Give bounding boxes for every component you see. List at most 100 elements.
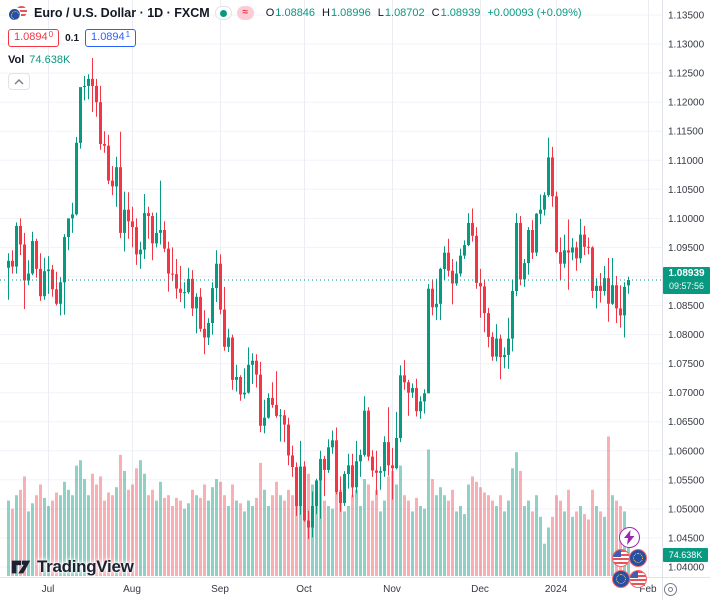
candle[interactable] xyxy=(347,453,350,489)
volume-bar[interactable] xyxy=(31,503,34,576)
candle[interactable] xyxy=(207,318,210,345)
volume-bar[interactable] xyxy=(147,495,150,576)
candle[interactable] xyxy=(547,137,550,197)
volume-bar[interactable] xyxy=(535,495,538,576)
volume-bar[interactable] xyxy=(95,484,98,577)
candle[interactable] xyxy=(203,310,206,355)
volume-bar[interactable] xyxy=(211,487,214,576)
candle[interactable] xyxy=(515,213,518,297)
volume-bar[interactable] xyxy=(103,500,106,576)
candle[interactable] xyxy=(387,407,390,476)
volume-bar[interactable] xyxy=(291,495,294,576)
volume-bar[interactable] xyxy=(435,495,438,576)
candle[interactable] xyxy=(339,476,342,512)
volume-bar[interactable] xyxy=(471,476,474,576)
candle[interactable] xyxy=(559,237,562,281)
volume-bar[interactable] xyxy=(23,476,26,576)
volume-bar[interactable] xyxy=(551,516,554,576)
candle[interactable] xyxy=(415,378,418,417)
candle[interactable] xyxy=(471,208,474,242)
ask-price-button[interactable]: 1.0894 1 xyxy=(85,29,137,47)
volume-bar[interactable] xyxy=(115,487,118,576)
candle[interactable] xyxy=(267,393,270,419)
candle[interactable] xyxy=(15,222,18,274)
volume-bar[interactable] xyxy=(223,495,226,576)
candle[interactable] xyxy=(563,234,566,268)
volume-bar[interactable] xyxy=(371,500,374,576)
candle[interactable] xyxy=(371,450,374,477)
candle[interactable] xyxy=(539,194,542,225)
volume-bar[interactable] xyxy=(163,497,166,576)
volume-bar[interactable] xyxy=(519,471,522,576)
volume-bar[interactable] xyxy=(275,481,278,576)
candle[interactable] xyxy=(43,257,46,300)
volume-bar[interactable] xyxy=(159,481,162,576)
volume-bar[interactable] xyxy=(271,495,274,576)
candle[interactable] xyxy=(119,131,122,239)
volume-bar[interactable] xyxy=(539,516,542,576)
candle[interactable] xyxy=(419,396,422,419)
volume-bar[interactable] xyxy=(151,489,154,576)
candle[interactable] xyxy=(7,253,10,300)
volume-bar[interactable] xyxy=(383,500,386,576)
volume-bar[interactable] xyxy=(83,479,86,576)
volume-bar[interactable] xyxy=(375,489,378,576)
volume-indicator-label[interactable]: Vol xyxy=(8,54,25,66)
volume-bar[interactable] xyxy=(51,500,54,576)
candle[interactable] xyxy=(403,360,406,390)
volume-bar[interactable] xyxy=(559,500,562,576)
volume-bar[interactable] xyxy=(351,495,354,576)
volume-bar[interactable] xyxy=(203,484,206,577)
volume-bar[interactable] xyxy=(263,489,266,576)
candle[interactable] xyxy=(135,218,138,265)
volume-bar[interactable] xyxy=(59,495,62,576)
candle[interactable] xyxy=(587,237,590,255)
candle[interactable] xyxy=(319,450,322,519)
volume-bar[interactable] xyxy=(79,460,82,576)
candle[interactable] xyxy=(611,257,614,305)
volume-bar[interactable] xyxy=(439,487,442,576)
candle[interactable] xyxy=(99,85,102,150)
candle[interactable] xyxy=(27,260,30,286)
candle[interactable] xyxy=(215,250,218,302)
candle[interactable] xyxy=(155,212,158,248)
candle[interactable] xyxy=(35,238,38,278)
volume-bar[interactable] xyxy=(323,500,326,576)
candle[interactable] xyxy=(595,278,598,309)
candle[interactable] xyxy=(491,332,494,361)
candle[interactable] xyxy=(399,365,402,443)
candle[interactable] xyxy=(535,213,538,257)
candle[interactable] xyxy=(67,218,70,251)
candle[interactable] xyxy=(579,218,582,264)
volume-bar[interactable] xyxy=(7,500,10,576)
volume-bar[interactable] xyxy=(571,516,574,576)
volume-bar[interactable] xyxy=(359,506,362,576)
volume-bar[interactable] xyxy=(399,465,402,576)
volume-bar[interactable] xyxy=(195,495,198,576)
candle[interactable] xyxy=(51,264,54,297)
volume-bar[interactable] xyxy=(283,500,286,576)
volume-bar[interactable] xyxy=(503,511,506,576)
economic-event-marker[interactable] xyxy=(612,570,650,588)
candle[interactable] xyxy=(259,361,262,433)
candle[interactable] xyxy=(439,267,442,321)
quick-trade-lightning-icon[interactable] xyxy=(619,527,640,548)
volume-bar[interactable] xyxy=(567,489,570,576)
candle[interactable] xyxy=(575,241,578,271)
candle[interactable] xyxy=(463,240,466,259)
volume-bar[interactable] xyxy=(587,519,590,577)
volume-bar[interactable] xyxy=(615,500,618,576)
candle[interactable] xyxy=(603,266,606,296)
volume-bar[interactable] xyxy=(583,514,586,576)
candle[interactable] xyxy=(411,383,414,398)
volume-bar[interactable] xyxy=(419,506,422,576)
volume-bar[interactable] xyxy=(479,487,482,576)
candle[interactable] xyxy=(455,261,458,286)
candle[interactable] xyxy=(55,271,58,306)
volume-bar[interactable] xyxy=(11,508,14,576)
volume-bar[interactable] xyxy=(91,473,94,576)
volume-bar[interactable] xyxy=(239,503,242,576)
candle[interactable] xyxy=(263,399,266,434)
volume-bar[interactable] xyxy=(219,481,222,576)
volume-bar[interactable] xyxy=(355,489,358,576)
